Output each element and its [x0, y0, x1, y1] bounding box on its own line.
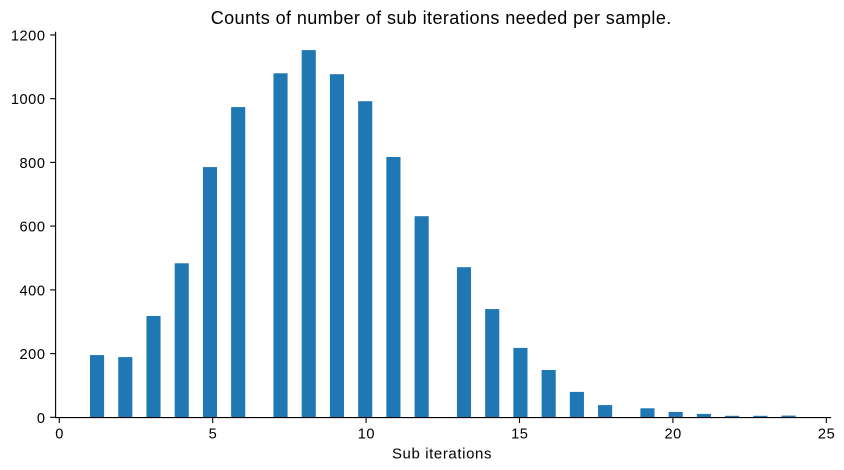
- svg-text:200: 200: [20, 347, 46, 363]
- svg-text:800: 800: [20, 156, 46, 172]
- svg-text:Counts of number of sub iterat: Counts of number of sub iterations neede…: [211, 8, 672, 28]
- svg-text:0: 0: [55, 426, 64, 442]
- svg-text:1200: 1200: [11, 29, 46, 45]
- svg-text:400: 400: [20, 283, 46, 299]
- svg-text:10: 10: [358, 426, 375, 442]
- svg-text:1000: 1000: [11, 92, 46, 108]
- svg-text:15: 15: [511, 426, 528, 442]
- svg-text:25: 25: [818, 426, 835, 442]
- svg-text:600: 600: [20, 220, 46, 236]
- svg-text:20: 20: [665, 426, 682, 442]
- svg-text:5: 5: [209, 426, 218, 442]
- svg-text:0: 0: [37, 411, 46, 427]
- svg-text:Sub iterations: Sub iterations: [392, 446, 492, 463]
